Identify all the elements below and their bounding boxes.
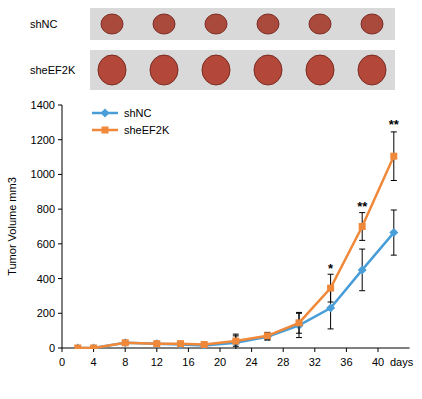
tumor-photo	[202, 55, 230, 85]
tumor-photo	[309, 14, 331, 34]
x-tick-label: 4	[91, 356, 97, 368]
data-point	[177, 340, 184, 347]
x-tick-label: 40	[372, 356, 384, 368]
chart: shNC sheEF2K 0 200 400 600 800 1000 1200 1400 0 4 8 1…	[0, 0, 422, 399]
legend-label: shNC	[124, 107, 152, 119]
x-tick-label: 24	[245, 356, 257, 368]
x-tick	[125, 348, 126, 352]
error-bar	[264, 333, 270, 340]
y-tick-label: 200	[37, 307, 55, 319]
error-bar	[328, 274, 334, 302]
data-point	[200, 341, 209, 349]
data-point	[359, 223, 366, 230]
x-tick-label: 32	[309, 356, 321, 368]
data-point	[153, 340, 160, 347]
y-tick-label: 1400	[31, 99, 55, 111]
data-point	[389, 228, 398, 237]
annotation: **	[389, 117, 400, 132]
tumor-photo	[361, 14, 383, 34]
x-tick	[283, 348, 284, 352]
tumor-photo	[306, 55, 334, 85]
photo-strip	[90, 8, 395, 40]
x-tick-label: 0	[59, 356, 65, 368]
tumor-photo	[254, 55, 282, 85]
tumor-photo	[150, 55, 178, 85]
error-bar	[391, 132, 397, 181]
data-point	[152, 339, 161, 348]
legend-label: sheEF2K	[124, 124, 170, 136]
data-point	[390, 153, 397, 160]
legend-marker	[101, 109, 110, 118]
data-point	[231, 338, 240, 347]
x-tick-label: 8	[122, 356, 128, 368]
x-tick-label: 16	[182, 356, 194, 368]
x-tick	[62, 348, 63, 352]
y-axis-label: Tumor Volume mm3	[6, 177, 18, 276]
tumor-photo	[205, 14, 227, 34]
y-tick	[58, 348, 62, 349]
x-tick	[314, 348, 315, 352]
y-tick-label: 800	[37, 203, 55, 215]
tumor-photo	[101, 14, 123, 34]
y-tick	[58, 313, 62, 314]
x-tick	[220, 348, 221, 352]
error-bar	[296, 312, 302, 333]
x-tick	[378, 348, 379, 352]
y-tick	[58, 243, 62, 244]
data-point	[90, 345, 97, 350]
data-point	[326, 304, 335, 313]
data-point	[327, 285, 334, 292]
x-tick	[251, 348, 252, 352]
data-point	[201, 341, 208, 348]
image-label: shNC	[30, 18, 58, 30]
y-tick	[58, 105, 62, 106]
data-point	[122, 339, 129, 346]
y-tick	[58, 139, 62, 140]
data-point	[89, 344, 98, 350]
x-tick-label: 28	[277, 356, 289, 368]
x-tick-label: 20	[214, 356, 226, 368]
data-point	[296, 319, 303, 326]
y-tick	[58, 209, 62, 210]
x-tick-label: 36	[340, 356, 352, 368]
x-tick	[188, 348, 189, 352]
data-point	[264, 332, 271, 339]
y-tick	[58, 174, 62, 175]
data-point	[121, 338, 130, 347]
data-point	[263, 332, 272, 341]
image-label: sheEF2K	[30, 64, 76, 76]
y-tick-label: 0	[49, 342, 55, 354]
y-tick-label: 1200	[31, 134, 55, 146]
x-tick	[346, 348, 347, 352]
data-point	[358, 265, 367, 274]
data-point	[74, 345, 81, 350]
y-tick-label: 600	[37, 238, 55, 250]
tumor-photo	[153, 14, 175, 34]
data-point	[176, 340, 185, 349]
tumor-photo	[98, 55, 126, 85]
y-tick-label: 1000	[31, 168, 55, 180]
annotation: **	[357, 199, 368, 214]
x-tick	[156, 348, 157, 352]
y-tick-label: 400	[37, 273, 55, 285]
y-axis	[62, 105, 63, 348]
series-line	[78, 233, 394, 348]
error-bar	[264, 332, 270, 339]
plot-area	[73, 132, 398, 349]
photo-strip	[90, 50, 395, 90]
tumor-photo	[257, 14, 279, 34]
annotation: *	[328, 261, 334, 276]
series-line	[78, 156, 394, 348]
legend-marker	[102, 127, 109, 134]
data-point	[73, 344, 82, 350]
error-bar	[359, 213, 365, 241]
x-tick-label: 12	[151, 356, 163, 368]
x-axis-label: days	[390, 356, 414, 368]
tumor-photo	[358, 55, 386, 85]
error-bar	[296, 313, 302, 337]
error-bar	[233, 336, 239, 346]
y-tick	[58, 278, 62, 279]
data-point	[232, 338, 239, 345]
